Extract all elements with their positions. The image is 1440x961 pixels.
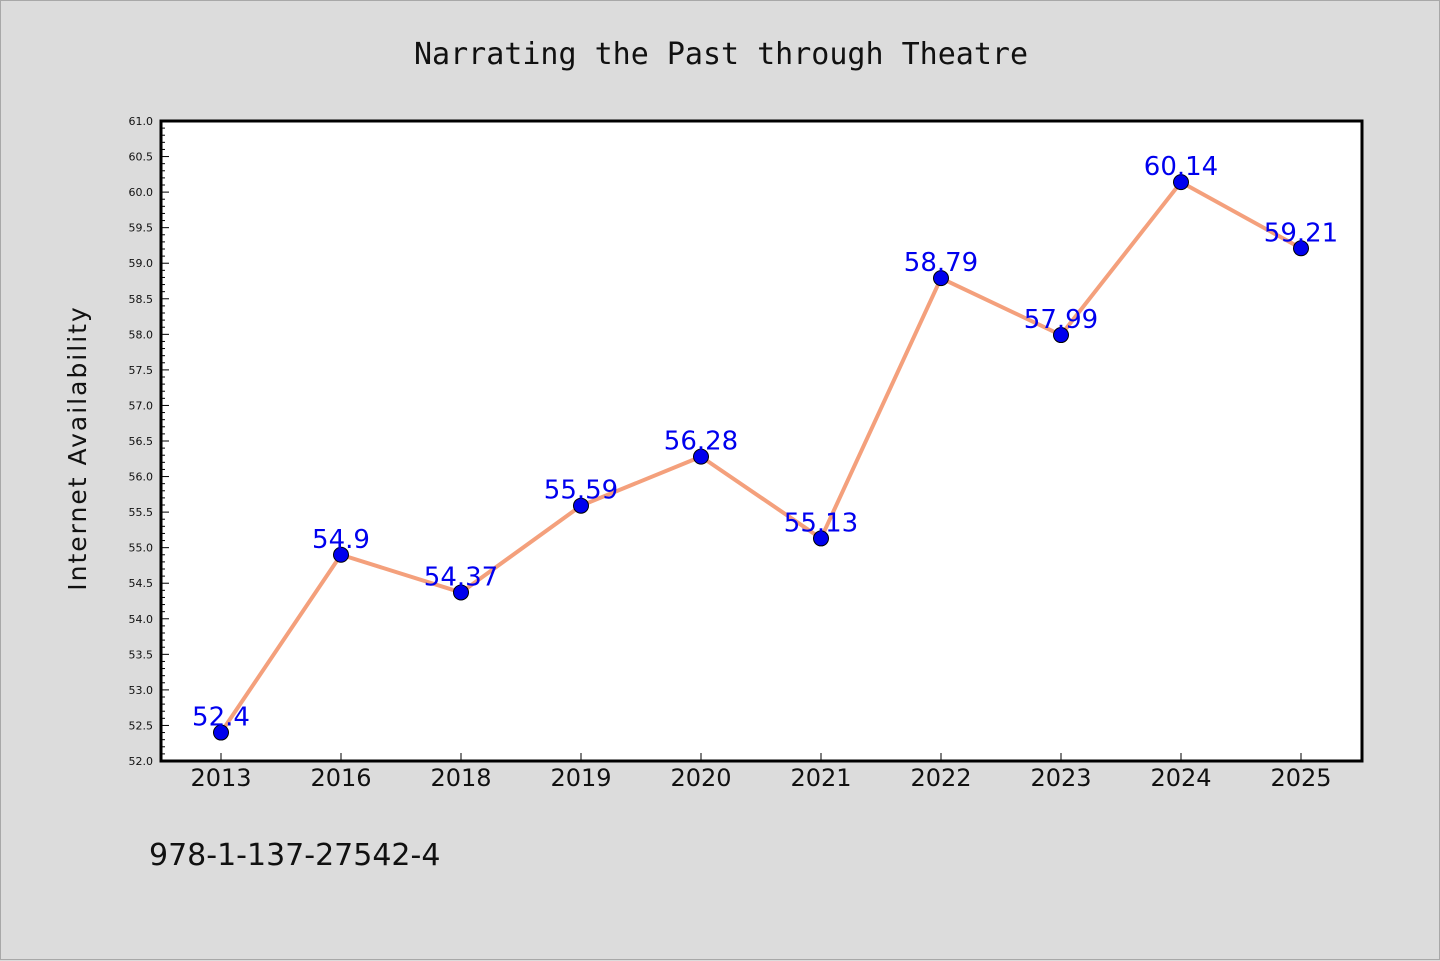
data-point (1173, 174, 1189, 191)
x-tick-label: 2024 (1150, 764, 1211, 792)
data-label: 54.9 (312, 525, 370, 555)
x-tick-label: 2016 (310, 764, 371, 792)
data-point (453, 584, 469, 601)
y-tick-label: 58.0 (129, 328, 154, 341)
x-tick-label: 2025 (1270, 764, 1331, 792)
y-tick-label: 55.5 (129, 506, 154, 519)
x-tick-label: 2018 (430, 764, 491, 792)
y-axis-label: Internet Availability (63, 305, 92, 590)
data-point (813, 530, 829, 547)
y-tick-label: 55.0 (129, 542, 154, 555)
data-label: 59.21 (1264, 218, 1338, 248)
y-tick-label: 52.5 (129, 719, 154, 732)
y-tick-label: 58.5 (129, 293, 154, 306)
y-tick-label: 56.5 (129, 435, 154, 448)
footer-code: 978-1-137-27542-4 (149, 838, 440, 873)
y-tick-label: 54.0 (129, 613, 154, 626)
data-label: 54.37 (424, 562, 498, 592)
data-point (333, 546, 349, 563)
plot-area (161, 121, 1362, 761)
y-tick-label: 53.0 (129, 684, 154, 697)
data-label: 56.28 (664, 427, 738, 457)
y-tick-label: 56.0 (129, 471, 154, 484)
data-point (213, 724, 229, 741)
y-tick-label: 61.0 (129, 115, 154, 128)
x-tick-label: 2020 (670, 764, 731, 792)
y-tick-label: 52.0 (129, 755, 154, 768)
data-point (1293, 240, 1309, 257)
data-point (573, 497, 589, 514)
series-line (219, 180, 1303, 735)
x-tick-label: 2013 (190, 764, 251, 792)
x-tick-label: 2021 (790, 764, 851, 792)
chart-title: Narrating the Past through Theatre (414, 37, 1028, 72)
x-tick-label: 2022 (910, 764, 971, 792)
y-tick-label: 59.5 (129, 222, 154, 235)
y-tick-label: 60.5 (129, 151, 154, 164)
data-label: 52.4 (192, 703, 250, 733)
y-tick-label: 57.0 (129, 399, 154, 412)
data-label: 55.59 (544, 476, 618, 506)
y-axis-ticks: 52.0 52.5 53.0 53.5 54.0 54.5 55.0 55.5 56.0 56.5… (129, 115, 169, 768)
x-axis-ticks: 2013 2016 2018 2019 2020 2021 2022 2023 2024 2025 (190, 753, 1332, 792)
x-tick-label: 2019 (550, 764, 611, 792)
y-tick-label: 57.5 (129, 364, 154, 377)
data-label: 55.13 (784, 508, 858, 538)
series-layer: 52.4 54.9 54.37 55.59 56.28 55.13 58.79 57.99 60… (192, 152, 1338, 741)
data-label: 57.99 (1024, 305, 1098, 335)
y-tick-label: 53.5 (129, 648, 154, 661)
data-point (1053, 327, 1069, 344)
data-point (693, 448, 709, 465)
y-tick-label: 60.0 (129, 186, 154, 199)
y-tick-label: 54.5 (129, 577, 154, 590)
x-tick-label: 2023 (1030, 764, 1091, 792)
data-label: 58.79 (904, 248, 978, 278)
data-label: 60.14 (1144, 152, 1218, 182)
plot-frame (159, 119, 1364, 763)
y-tick-label: 59.0 (129, 257, 154, 270)
data-point (933, 270, 949, 287)
